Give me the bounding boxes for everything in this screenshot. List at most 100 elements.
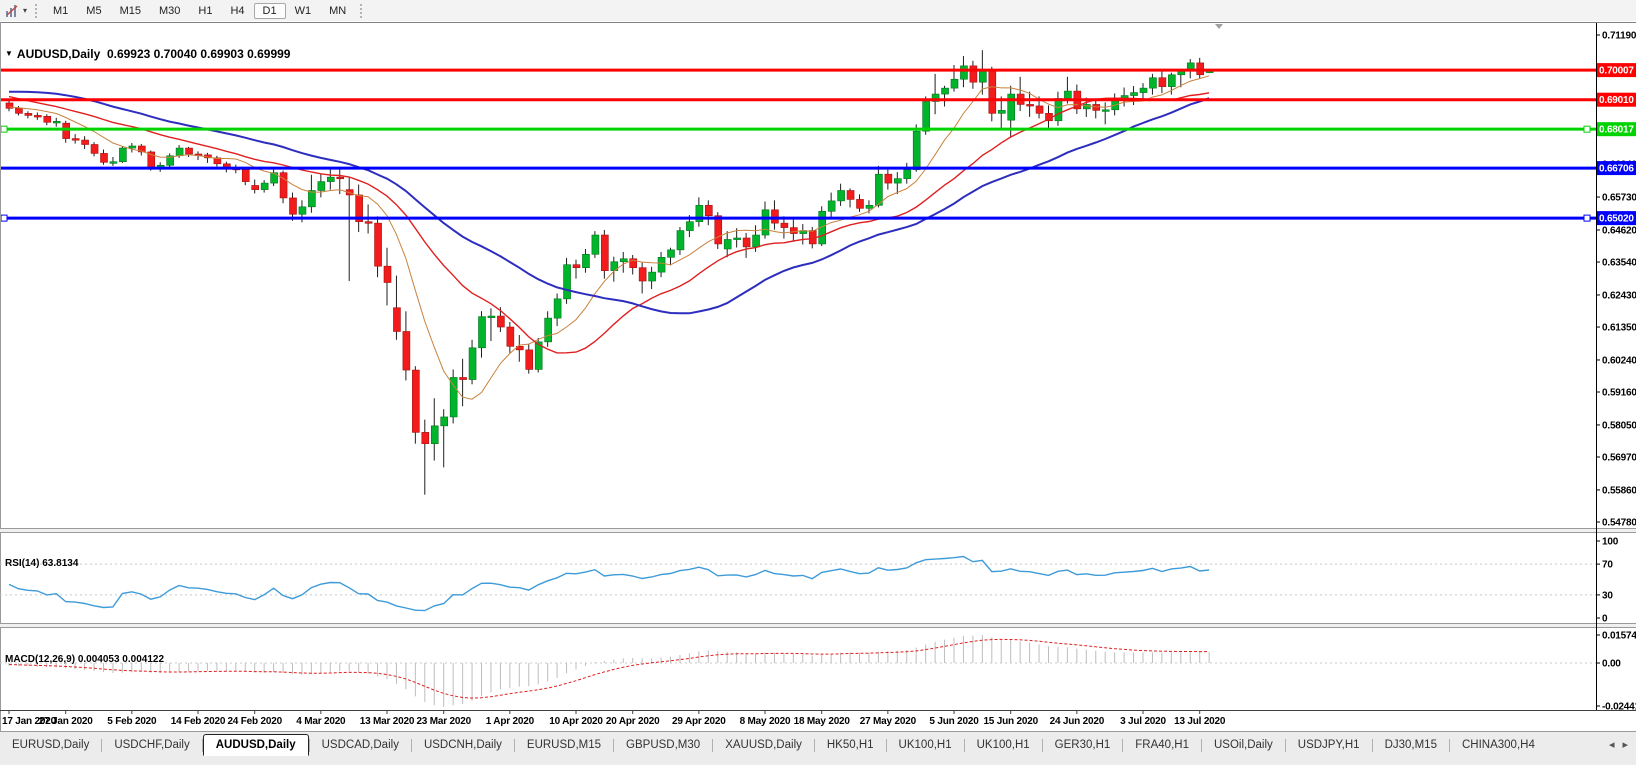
hline-handle[interactable] bbox=[0, 125, 8, 133]
tab-FRA40-H1[interactable]: FRA40,H1 bbox=[1135, 739, 1189, 751]
tab-separator bbox=[308, 739, 310, 752]
timeframe-buttons: M1 M5 M15 M30 H1 H4 D1 W1 MN bbox=[44, 2, 355, 19]
tab-GBPUSD-M30[interactable]: GBPUSD,M30 bbox=[626, 739, 701, 751]
timeframe-button-M1[interactable]: M1 bbox=[44, 3, 77, 19]
timeframe-button-M15[interactable]: M15 bbox=[111, 3, 150, 19]
svg-text:0.015743: 0.015743 bbox=[1602, 631, 1636, 642]
chart-svg[interactable]: 0.711900.701100.690300.679200.668400.657… bbox=[0, 21, 1636, 733]
chart-background bbox=[0, 21, 1636, 733]
chart-shift-marker bbox=[1215, 24, 1223, 29]
tab-USDJPY-H1[interactable]: USDJPY,H1 bbox=[1297, 739, 1360, 751]
tab-nav-right-icon[interactable]: ▸ bbox=[1622, 739, 1628, 751]
hline-handle[interactable] bbox=[1583, 214, 1591, 222]
tab-CHINA300-H4[interactable]: CHINA300,H4 bbox=[1461, 739, 1535, 751]
tab-items: EURUSD,Daily USDCHF,Daily AUDUSD,Daily USDC… bbox=[0, 734, 1547, 756]
macd-signal-line bbox=[8, 638, 1210, 699]
tab-separator bbox=[885, 739, 887, 752]
tab-USDCNH-Daily[interactable]: USDCNH,Daily bbox=[423, 739, 502, 751]
price-badge-0.68017: 0.68017 bbox=[1597, 122, 1636, 137]
tab-USOil-Daily[interactable]: USOil,Daily bbox=[1213, 739, 1273, 751]
svg-text:30: 30 bbox=[1602, 590, 1613, 601]
tab-separator bbox=[101, 739, 103, 752]
toolbar-grip-end[interactable] bbox=[360, 3, 363, 18]
toolbar-grip[interactable] bbox=[35, 3, 38, 18]
timeframe-button-H1[interactable]: H1 bbox=[189, 3, 221, 19]
svg-text:15 Jun 2020: 15 Jun 2020 bbox=[983, 716, 1038, 727]
tab-USDCHF-Daily[interactable]: USDCHF,Daily bbox=[114, 739, 190, 751]
svg-text:0.61350: 0.61350 bbox=[1602, 323, 1636, 334]
tab-GER30-H1[interactable]: GER30,H1 bbox=[1054, 739, 1111, 751]
macd-histogram bbox=[8, 635, 1210, 707]
tab-UK100-H1[interactable]: UK100,H1 bbox=[976, 739, 1030, 751]
tab-XAUUSD-Daily[interactable]: XAUUSD,Daily bbox=[725, 739, 802, 751]
svg-text:20 Apr 2020: 20 Apr 2020 bbox=[606, 716, 660, 727]
tab-nav: ◂ ▸ bbox=[1609, 735, 1628, 751]
tab-separator bbox=[1448, 739, 1450, 752]
tab-EURUSD-Daily[interactable]: EURUSD,Daily bbox=[12, 739, 90, 751]
tab-nav-left-icon[interactable]: ◂ bbox=[1608, 739, 1615, 751]
tab-separator bbox=[963, 739, 965, 752]
svg-text:0.00: 0.00 bbox=[1602, 659, 1621, 670]
svg-text:0.69010: 0.69010 bbox=[1599, 95, 1634, 106]
svg-text:10 Apr 2020: 10 Apr 2020 bbox=[549, 716, 603, 727]
rsi-line bbox=[8, 555, 1210, 612]
tab-UK100-H1[interactable]: UK100,H1 bbox=[898, 739, 952, 751]
candles-layer bbox=[5, 50, 1214, 495]
svg-text:13 Mar 2020: 13 Mar 2020 bbox=[360, 716, 415, 727]
svg-text:0.63540: 0.63540 bbox=[1602, 258, 1636, 269]
symbol-tab-bar: EURUSD,Daily USDCHF,Daily AUDUSD,Daily USDC… bbox=[0, 731, 1636, 765]
chart-title-symbol: AUDUSD,Daily bbox=[16, 47, 101, 61]
svg-text:0.62430: 0.62430 bbox=[1602, 290, 1636, 301]
tab-separator bbox=[1122, 739, 1124, 752]
hline-handle[interactable] bbox=[1583, 125, 1591, 133]
ma-20-line bbox=[8, 92, 1210, 354]
svg-text:8 May 2020: 8 May 2020 bbox=[740, 716, 791, 727]
svg-text:13 Jul 2020: 13 Jul 2020 bbox=[1174, 716, 1226, 727]
svg-text:24 Jun 2020: 24 Jun 2020 bbox=[1050, 716, 1105, 727]
timeframe-button-M5[interactable]: M5 bbox=[77, 3, 110, 19]
hline-handle[interactable] bbox=[0, 214, 8, 222]
tab-EURUSD-M15[interactable]: EURUSD,M15 bbox=[526, 739, 602, 751]
frame-layer bbox=[0, 22, 1636, 731]
tab-HK50-H1[interactable]: HK50,H1 bbox=[826, 739, 874, 751]
timeframe-button-MN[interactable]: MN bbox=[320, 3, 355, 19]
timeframe-button-H4[interactable]: H4 bbox=[221, 3, 253, 19]
tab-AUDUSD-Daily[interactable]: AUDUSD,Daily bbox=[202, 734, 309, 756]
tab-separator bbox=[513, 739, 515, 752]
tab-DJ30-M15[interactable]: DJ30,M15 bbox=[1384, 739, 1437, 751]
svg-text:0.56970: 0.56970 bbox=[1602, 453, 1636, 464]
svg-text:0.54780: 0.54780 bbox=[1602, 518, 1636, 529]
tab-separator bbox=[1371, 739, 1373, 752]
tab-separator bbox=[1200, 739, 1202, 752]
tab-separator bbox=[813, 739, 815, 752]
svg-text:17 Jan 2020: 17 Jan 2020 bbox=[2, 716, 57, 727]
rsi-value: 63.8134 bbox=[42, 558, 79, 569]
rsi-label: RSI(14) bbox=[5, 558, 40, 569]
rsi-pane: 100 70 30 0 bbox=[0, 537, 1619, 625]
svg-text:3 Jul 2020: 3 Jul 2020 bbox=[1120, 716, 1166, 727]
tab-USDCAD-Daily[interactable]: USDCAD,Daily bbox=[321, 739, 399, 751]
timeframe-button-D1[interactable]: D1 bbox=[253, 2, 286, 19]
svg-text:0.66706: 0.66706 bbox=[1599, 164, 1634, 175]
svg-text:5 Jun 2020: 5 Jun 2020 bbox=[929, 716, 979, 727]
chart-title-ohlc: 0.69923 0.70040 0.69903 0.69999 bbox=[106, 47, 291, 61]
tab-separator bbox=[1041, 739, 1043, 752]
timeframe-button-W1[interactable]: W1 bbox=[286, 3, 321, 19]
tab-separator bbox=[1284, 739, 1286, 752]
chart-title: ▼ AUDUSD,Daily 0.69923 0.70040 0.69903 0.… bbox=[5, 47, 290, 61]
svg-text:29 Apr 2020: 29 Apr 2020 bbox=[672, 716, 726, 727]
rsi-pane-label: RSI(14) 63.8134 bbox=[5, 558, 78, 569]
svg-text:0.55860: 0.55860 bbox=[1602, 485, 1636, 496]
timeframe-button-M30[interactable]: M30 bbox=[150, 3, 189, 19]
macd-label: MACD(12,26,9) bbox=[5, 654, 76, 665]
chart-canvas[interactable]: 0.711900.701100.690300.679200.668400.657… bbox=[0, 21, 1636, 733]
draw-tool-dropdown-icon[interactable]: ▾ bbox=[23, 6, 28, 15]
svg-text:0: 0 bbox=[1602, 614, 1608, 625]
draw-tool-icon[interactable] bbox=[2, 3, 22, 19]
chart-collapse-icon[interactable]: ▼ bbox=[5, 49, 13, 58]
svg-text:-0.024414: -0.024414 bbox=[1602, 702, 1636, 713]
svg-text:0.64620: 0.64620 bbox=[1602, 225, 1636, 236]
svg-text:0.65730: 0.65730 bbox=[1602, 193, 1636, 204]
macd-pane-label: MACD(12,26,9) 0.004053 0.004122 bbox=[5, 654, 164, 665]
